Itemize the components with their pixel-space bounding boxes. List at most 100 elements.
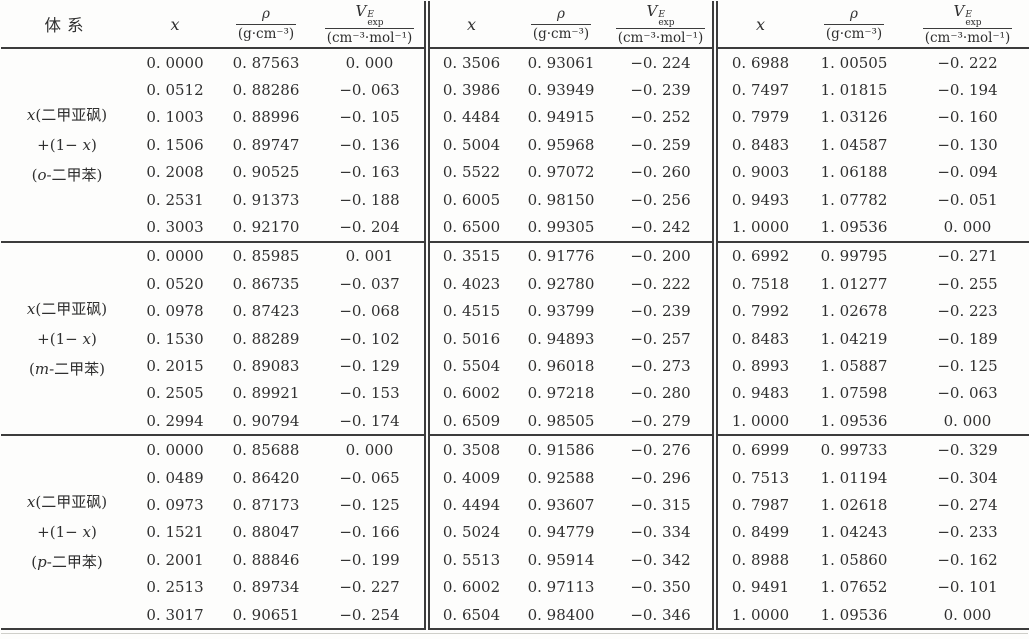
- cell-rho: 0. 88289: [232, 329, 300, 348]
- cell-x: 0. 3515: [424, 240, 513, 271]
- cell-x: 1. 0000: [712, 213, 803, 242]
- cell-rho: 0. 89083: [232, 356, 300, 375]
- system-label-line-2: +(1− x): [37, 329, 97, 348]
- cell-rho: 0. 88286: [232, 81, 300, 100]
- cell-rho: 0. 98150: [527, 190, 595, 209]
- cell-rho: 0. 85985: [217, 240, 315, 271]
- cell-x: 0. 7992: [712, 297, 803, 325]
- cell-x: 0. 5513: [424, 546, 513, 574]
- cell-vexp: −0. 063: [937, 384, 998, 403]
- density-fraction: ρ (g·cm⁻³): [823, 6, 885, 42]
- cell-rho: 0. 90525: [232, 163, 300, 182]
- cell-x: 0. 3506: [424, 48, 513, 77]
- cell-x: 0. 8483: [712, 131, 803, 159]
- cell-vexp: 0. 000: [943, 411, 992, 430]
- cell-rho: 0. 97113: [527, 578, 595, 597]
- cell-x: 0. 0973: [146, 495, 204, 514]
- density-fraction: ρ (g·cm⁻³): [530, 6, 592, 42]
- cell-rho: 0. 87423: [232, 302, 300, 321]
- cell-rho: 0. 99795: [803, 240, 905, 271]
- cell-x: 0. 0978: [146, 302, 204, 321]
- cell-vexp: −0. 063: [339, 81, 400, 100]
- cell-vexp: −0. 129: [339, 356, 400, 375]
- header-x-2: x: [424, 1, 513, 49]
- cell-vexp: −0. 304: [937, 468, 998, 487]
- cell-vexp: −0. 242: [630, 218, 691, 237]
- system-label-line-3: (p-二甲苯): [31, 553, 103, 572]
- cell-rho: 0. 94915: [527, 108, 595, 127]
- cell-rho: 0. 91586: [513, 434, 609, 464]
- cell-vexp: −0. 094: [937, 163, 998, 182]
- cell-x: 0. 3017: [146, 605, 204, 624]
- cell-vexp: 0. 000: [345, 53, 394, 72]
- cell-vexp: −0. 346: [630, 605, 691, 624]
- cell-rho: 0. 90651: [232, 605, 300, 624]
- cell-vexp: −0. 224: [630, 53, 691, 72]
- cell-x: 0. 0520: [146, 274, 204, 293]
- table-row: 0. 2513 0. 89734 −0. 227 0. 6002 0. 97113 −0.…: [1, 573, 1029, 601]
- table-row: 0. 1003 0. 88996 −0. 105 0. 4484 0. 94915 −0.…: [1, 103, 1029, 132]
- cell-vexp: −0. 280: [630, 384, 691, 403]
- system-label: x(二甲亚砜) +(1− x) (m-二甲苯): [1, 240, 133, 436]
- cell-vexp: −0. 259: [630, 135, 691, 154]
- cell-x: 0. 2994: [146, 411, 204, 430]
- cell-x: 0. 1003: [146, 108, 204, 127]
- cell-x: 0. 7979: [712, 103, 803, 132]
- cell-x: 0. 2008: [146, 163, 204, 182]
- system-label-line-1: x(二甲亚砜): [26, 105, 108, 124]
- cell-rho: 1. 09536: [820, 218, 888, 237]
- cell-x: 0. 6988: [712, 48, 803, 77]
- cell-x: 0. 6504: [424, 600, 513, 630]
- cell-x: 0. 6002: [424, 379, 513, 408]
- cell-rho: 0. 88996: [232, 108, 300, 127]
- cell-rho: 0. 93949: [527, 81, 595, 100]
- cell-x: 0. 8499: [712, 518, 803, 547]
- cell-vexp: −0. 189: [937, 329, 998, 348]
- cell-x: 0. 3986: [424, 76, 513, 104]
- cell-x: 0. 0000: [133, 240, 217, 271]
- cell-vexp: −0. 222: [937, 53, 998, 72]
- cell-rho: 0. 87173: [232, 495, 300, 514]
- cell-rho: 0. 94893: [527, 329, 595, 348]
- cell-vexp: −0. 334: [630, 523, 691, 542]
- system-label-line-2: +(1− x): [37, 135, 97, 154]
- cell-vexp: −0. 222: [630, 274, 691, 293]
- table-body: x(二甲亚砜) +(1− x) (o-二甲苯) 0. 0000 0. 87563 0. 0…: [1, 48, 1029, 630]
- rho-symbol: ρ: [850, 6, 858, 23]
- cell-x: 0. 3508: [424, 434, 513, 464]
- system-label: x(二甲亚砜) +(1− x) (o-二甲苯): [1, 48, 133, 242]
- cell-rho: 1. 05860: [820, 550, 888, 569]
- system-label-line-1: x(二甲亚砜): [26, 299, 108, 318]
- cell-x: 0. 5016: [424, 324, 513, 353]
- cell-rho: 0. 85688: [217, 434, 315, 464]
- cell-x: 0. 2015: [146, 356, 204, 375]
- rho-symbol: ρ: [262, 6, 270, 23]
- cell-x: 0. 2001: [146, 550, 204, 569]
- cell-vexp: −0. 254: [339, 605, 400, 624]
- cell-x: 0. 6002: [424, 573, 513, 601]
- cell-rho: 1. 07782: [820, 190, 888, 209]
- cell-vexp: −0. 271: [905, 240, 1029, 271]
- cell-vexp: −0. 227: [339, 578, 400, 597]
- cell-rho: 0. 99733: [803, 434, 905, 464]
- cell-vexp: −0. 256: [630, 190, 691, 209]
- table-row: 0. 2015 0. 89083 −0. 129 0. 5504 0. 96018 −0.…: [1, 352, 1029, 380]
- cell-rho: 0. 92588: [527, 468, 595, 487]
- table-row: x(二甲亚砜) +(1− x) (p-二甲苯) 0. 0000 0. 85688 0. 0…: [1, 434, 1029, 630]
- cell-vexp: −0. 296: [630, 468, 691, 487]
- cell-rho: 0. 86420: [232, 468, 300, 487]
- density-units: (g·cm⁻³): [823, 23, 885, 42]
- cell-vexp: −0. 204: [339, 218, 400, 237]
- cell-vexp: −0. 223: [937, 302, 998, 321]
- table-row: 0. 2531 0. 91373 −0. 188 0. 6005 0. 98150 −0.…: [1, 185, 1029, 214]
- cell-vexp: −0. 065: [339, 468, 400, 487]
- system-label-line-3: (o-二甲苯): [31, 165, 103, 184]
- density-units: (g·cm⁻³): [530, 23, 592, 42]
- cell-x: 0. 1530: [146, 329, 204, 348]
- cell-rho: 0. 94779: [527, 523, 595, 542]
- cell-x: 0. 4484: [424, 103, 513, 132]
- cell-vexp: −0. 162: [937, 550, 998, 569]
- table-row: 0. 0973 0. 87173 −0. 125 0. 4494 0. 93607 −0.…: [1, 491, 1029, 519]
